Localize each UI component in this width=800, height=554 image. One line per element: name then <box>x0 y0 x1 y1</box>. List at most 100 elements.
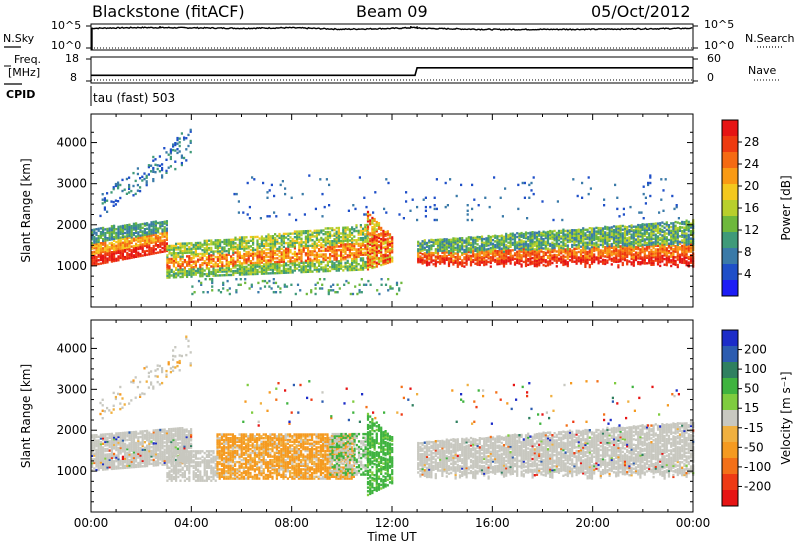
power-cell <box>560 235 563 238</box>
power-cell <box>156 164 159 167</box>
power-cell <box>576 194 579 198</box>
power-cell <box>124 231 127 235</box>
power-cell <box>291 263 294 267</box>
power-cell <box>269 238 272 242</box>
power-cell <box>117 247 120 251</box>
power-cell <box>267 235 270 238</box>
power-cell <box>329 258 332 261</box>
power-cell <box>274 266 277 269</box>
power-cell <box>103 200 106 204</box>
power-cell <box>192 273 195 276</box>
power-cell <box>678 246 682 249</box>
power-cell <box>320 242 323 245</box>
power-cell <box>660 178 663 181</box>
power-cell <box>159 243 162 246</box>
power-cell <box>357 229 360 233</box>
power-cell <box>225 255 228 258</box>
power-cell <box>181 273 184 277</box>
power-cell <box>159 226 162 230</box>
power-cell <box>128 243 131 247</box>
power-cell <box>285 241 288 245</box>
power-cell <box>348 263 351 266</box>
power-cell <box>494 243 497 247</box>
power-cell <box>351 254 354 257</box>
power-cell <box>113 226 116 229</box>
power-cell <box>345 279 348 283</box>
power-cell <box>91 236 94 239</box>
power-cell <box>163 240 166 244</box>
power-cell <box>266 215 269 218</box>
power-cell <box>557 257 561 260</box>
power-cell <box>577 228 580 231</box>
power-cell <box>266 281 269 285</box>
power-cell <box>642 217 645 220</box>
power-cell <box>128 191 131 194</box>
power-cell <box>571 229 574 232</box>
power-cell <box>172 143 175 146</box>
power-cell <box>527 258 530 261</box>
power-cell <box>322 257 325 260</box>
power-cell <box>203 273 206 276</box>
power-cell <box>163 229 166 233</box>
power-cell <box>354 207 357 211</box>
power-cell <box>95 239 98 242</box>
power-cell <box>159 225 162 228</box>
power-cell <box>496 235 499 238</box>
power-cell <box>260 266 263 270</box>
power-cell <box>97 246 100 249</box>
power-cell <box>489 256 492 259</box>
power-cell <box>342 269 345 272</box>
power-cell <box>364 236 367 240</box>
power-cell <box>254 269 257 272</box>
power-cell <box>232 242 235 245</box>
power-cell <box>324 268 327 271</box>
power-cell <box>172 253 175 257</box>
power-cell <box>154 235 157 238</box>
power-cell <box>99 255 102 258</box>
power-cell <box>309 259 312 262</box>
power-cell <box>421 256 424 260</box>
power-cell <box>304 241 307 244</box>
power-cell <box>91 234 94 237</box>
power-cell <box>366 247 369 251</box>
power-cell <box>159 221 162 224</box>
power-cell <box>235 192 238 196</box>
velocity-cell <box>99 441 102 444</box>
power-cell <box>235 289 238 292</box>
power-cell <box>181 249 184 253</box>
y-tick-label: 2000 <box>56 218 87 232</box>
power-cell <box>678 253 682 256</box>
power-cell <box>371 250 374 253</box>
power-cell <box>346 239 349 242</box>
power-cell <box>275 215 278 218</box>
power-cell <box>309 261 312 264</box>
power-cell <box>333 234 336 237</box>
power-cell <box>331 249 334 252</box>
power-cell <box>359 233 362 236</box>
power-cell <box>124 228 127 231</box>
power-cell <box>121 254 124 257</box>
power-cell <box>355 257 358 260</box>
power-cell <box>219 244 222 247</box>
power-cell <box>117 227 120 230</box>
power-cell <box>445 238 448 241</box>
power-cell <box>491 235 495 238</box>
power-cell <box>110 236 113 239</box>
power-cell <box>252 248 255 252</box>
power-cell <box>148 242 151 245</box>
power-cell <box>285 232 288 236</box>
power-cell <box>243 256 246 259</box>
power-cell <box>221 251 224 255</box>
power-cell <box>135 231 138 234</box>
power-cell <box>676 226 679 230</box>
power-cell <box>177 255 180 258</box>
power-cell <box>104 237 107 240</box>
power-cell <box>165 220 168 223</box>
power-cell <box>313 259 316 262</box>
power-cell <box>216 268 219 272</box>
power-cell <box>351 233 354 237</box>
power-cell <box>243 271 246 274</box>
power-cell <box>180 163 183 167</box>
power-cell <box>143 252 146 255</box>
power-cell <box>619 224 622 228</box>
